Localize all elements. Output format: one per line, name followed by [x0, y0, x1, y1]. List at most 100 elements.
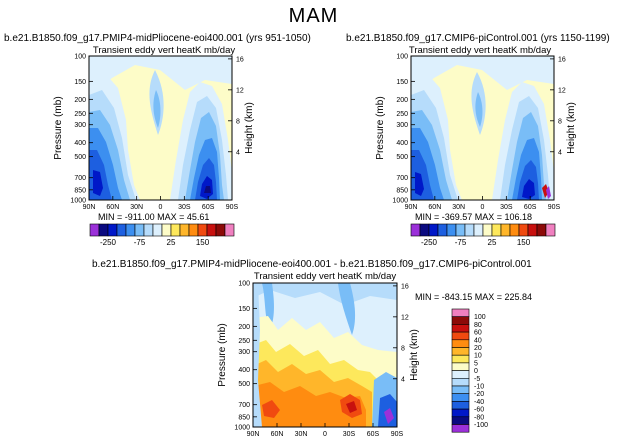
colorbar-swatch: [451, 385, 470, 394]
panel-top-left-case-title: b.e21.B1850.f09_g17.PMIP4-midPliocene-eo…: [4, 33, 311, 44]
y-right-tick-label: 12: [236, 87, 244, 94]
panel-difference-title: Transient eddy vert heatK mb/day: [253, 271, 397, 282]
y-tick-label: 400: [238, 367, 250, 374]
x-tick-label: 60N: [428, 204, 441, 211]
y-tick-label: 300: [396, 122, 408, 129]
colorbar-swatch: [206, 223, 217, 237]
colorbar-label: -10: [474, 384, 484, 391]
colorbar-label: 40: [474, 337, 482, 344]
contour-fill-purple: [384, 408, 394, 424]
colorbar-label: -75: [455, 238, 467, 247]
colorbar-label: 60: [474, 330, 482, 337]
colorbar-swatch: [428, 223, 439, 237]
colorbar-swatch: [451, 393, 470, 402]
colorbar-label: 150: [196, 238, 210, 247]
panel-top-left-colorbar: -250 -75 25 150: [89, 223, 235, 247]
y-tick-label: 100: [238, 281, 250, 288]
y-right-tick-label: 12: [401, 314, 409, 321]
colorbar-label: -250: [100, 238, 117, 247]
x-tick-label: 60S: [524, 204, 537, 211]
colorbar-swatch: [410, 223, 421, 237]
y-right-tick-label: 8: [401, 345, 405, 352]
panel-top-right-title: Transient eddy vert heatK mb/day: [408, 45, 552, 56]
colorbar-swatch: [419, 223, 430, 237]
colorbar-swatch: [437, 223, 448, 237]
x-tick-label: 30S: [500, 204, 513, 211]
colorbar-swatch: [89, 223, 100, 237]
y-right-tick-label: 8: [236, 118, 240, 125]
x-tick-label: 90N: [405, 204, 418, 211]
colorbar-swatch: [451, 408, 470, 418]
contour-fill-darkblue: [93, 170, 103, 196]
colorbar-swatch: [451, 339, 470, 348]
colorbar-swatch: [451, 362, 470, 371]
y-tick-label: 200: [396, 97, 408, 104]
colorbar-swatch: [152, 223, 163, 237]
y-right-tick-label: 4: [558, 149, 562, 156]
colorbar-swatch: [170, 223, 181, 237]
panel-top-left-plot: [88, 55, 233, 201]
colorbar-swatch: [491, 223, 502, 237]
colorbar-swatch: [451, 416, 470, 425]
colorbar-label: 5: [474, 360, 478, 367]
colorbar-swatch: [197, 223, 208, 237]
colorbar-label: -60: [474, 407, 484, 414]
colorbar-swatch: [451, 331, 470, 341]
x-tick-label: 90S: [226, 204, 239, 211]
panel-top-right-case-title: b.e21.B1850.f09_g17.CMIP6-piControl.001 …: [346, 33, 610, 44]
y-tick-label: 100: [74, 54, 86, 61]
contour-fill-lightblue: [338, 283, 356, 335]
y-tick-label: 1000: [70, 198, 86, 205]
panel-top-left-stats: MIN = -911.00 MAX = 45.61: [98, 212, 210, 222]
contour-fill-paleblue: [253, 283, 262, 427]
page-title: MAM: [288, 5, 339, 27]
colorbar-label: -100: [474, 422, 488, 429]
panel-difference-stats: MIN = -843.15 MAX = 225.84: [415, 292, 533, 302]
x-tick-label: 0: [159, 204, 163, 211]
colorbar-label: 100: [474, 314, 486, 321]
x-tick-label: 60S: [367, 431, 380, 438]
colorbar-swatch: [451, 424, 470, 433]
colorbar-label: 10: [474, 353, 482, 360]
y-right-tick-label: 16: [401, 283, 409, 290]
colorbar-swatch: [536, 223, 547, 237]
contour-fill-purple: [546, 186, 551, 199]
x-tick-label: 90N: [247, 431, 260, 438]
y-tick-label: 400: [74, 140, 86, 147]
colorbar-label: 0: [474, 368, 478, 375]
panel-top-right-colorbar: -250 -75 25 150: [410, 223, 556, 247]
colorbar-label: -40: [474, 399, 484, 406]
colorbar-swatch: [473, 223, 484, 237]
contour-fill-ice: [89, 56, 232, 96]
y-axis-label: Pressure (mb): [53, 96, 64, 159]
colorbar-swatch: [451, 354, 470, 364]
y-tick-label: 1000: [234, 425, 250, 432]
colorbar-swatch: [98, 223, 109, 237]
contour-fill-lightblue: [262, 283, 274, 330]
contour-fill-darkblue: [522, 179, 535, 199]
colorbar-label: -20: [474, 391, 484, 398]
colorbar-swatch: [446, 223, 457, 237]
y-tick-label: 850: [396, 187, 408, 194]
y-tick-label: 700: [238, 402, 250, 409]
y-right-axis-label: Height (km): [244, 102, 255, 154]
colorbar-swatch: [179, 223, 190, 237]
y-tick-label: 150: [74, 79, 86, 86]
colorbar-swatch: [116, 223, 127, 237]
colorbar-label: -80: [474, 414, 484, 421]
colorbar-swatch: [188, 223, 199, 237]
y-tick-label: 200: [74, 97, 86, 104]
x-tick-label: 30S: [343, 431, 356, 438]
panel-top-right-axes: 90N 60N 30N 0 30S 60S 90S 100 150 200 250 300 400 500…: [375, 54, 577, 212]
colorbar-label: 25: [167, 238, 176, 247]
contour-fill-paleblue: [253, 283, 397, 305]
y-right-tick-label: 4: [236, 149, 240, 156]
contour-fill-navy: [204, 186, 211, 193]
y-tick-label: 1000: [392, 198, 408, 205]
colorbar-swatch: [224, 223, 235, 237]
x-tick-label: 60N: [271, 431, 284, 438]
y-tick-label: 500: [396, 154, 408, 161]
colorbar-swatch: [464, 223, 475, 237]
contour-fill-lightblue: [475, 92, 483, 127]
